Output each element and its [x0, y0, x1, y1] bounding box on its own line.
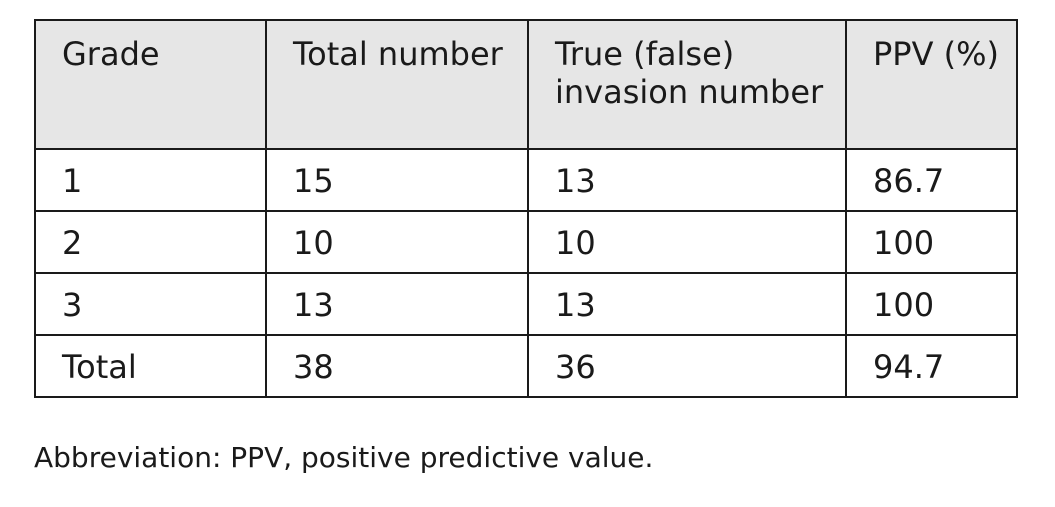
- cell-total-number: 38: [265, 334, 529, 398]
- cell-ppv: 94.7: [845, 334, 1018, 398]
- ppv-table: Grade Total number True (false) invasion…: [34, 19, 1018, 398]
- cell-ppv: 100: [845, 272, 1018, 336]
- cell-grade: 3: [34, 272, 267, 336]
- cell-invasion-number: 13: [527, 272, 847, 336]
- table-row: 2 10 10 100: [34, 210, 1018, 274]
- table-row: 3 13 13 100: [34, 272, 1018, 336]
- header-ppv-percent: PPV (%): [845, 19, 1018, 150]
- header-total-number: Total number: [265, 19, 529, 150]
- table-row-total: Total 38 36 94.7: [34, 334, 1018, 398]
- cell-invasion-number: 36: [527, 334, 847, 398]
- cell-grade: Total: [34, 334, 267, 398]
- cell-ppv: 86.7: [845, 148, 1018, 212]
- table-row: 1 15 13 86.7: [34, 148, 1018, 212]
- cell-total-number: 13: [265, 272, 529, 336]
- cell-grade: 2: [34, 210, 267, 274]
- table-footnote: Abbreviation: PPV, positive predictive v…: [34, 441, 654, 474]
- header-true-false-invasion-number: True (false) invasion number: [527, 19, 847, 150]
- ppv-table-container: Grade Total number True (false) invasion…: [34, 19, 1018, 398]
- cell-ppv: 100: [845, 210, 1018, 274]
- header-row: Grade Total number True (false) invasion…: [34, 19, 1018, 150]
- cell-invasion-number: 13: [527, 148, 847, 212]
- cell-invasion-number: 10: [527, 210, 847, 274]
- header-grade: Grade: [34, 19, 267, 150]
- cell-grade: 1: [34, 148, 267, 212]
- cell-total-number: 10: [265, 210, 529, 274]
- table-body: 1 15 13 86.7 2 10 10 100 3 13 13 100 Tot…: [34, 148, 1018, 398]
- table-header: Grade Total number True (false) invasion…: [34, 19, 1018, 150]
- cell-total-number: 15: [265, 148, 529, 212]
